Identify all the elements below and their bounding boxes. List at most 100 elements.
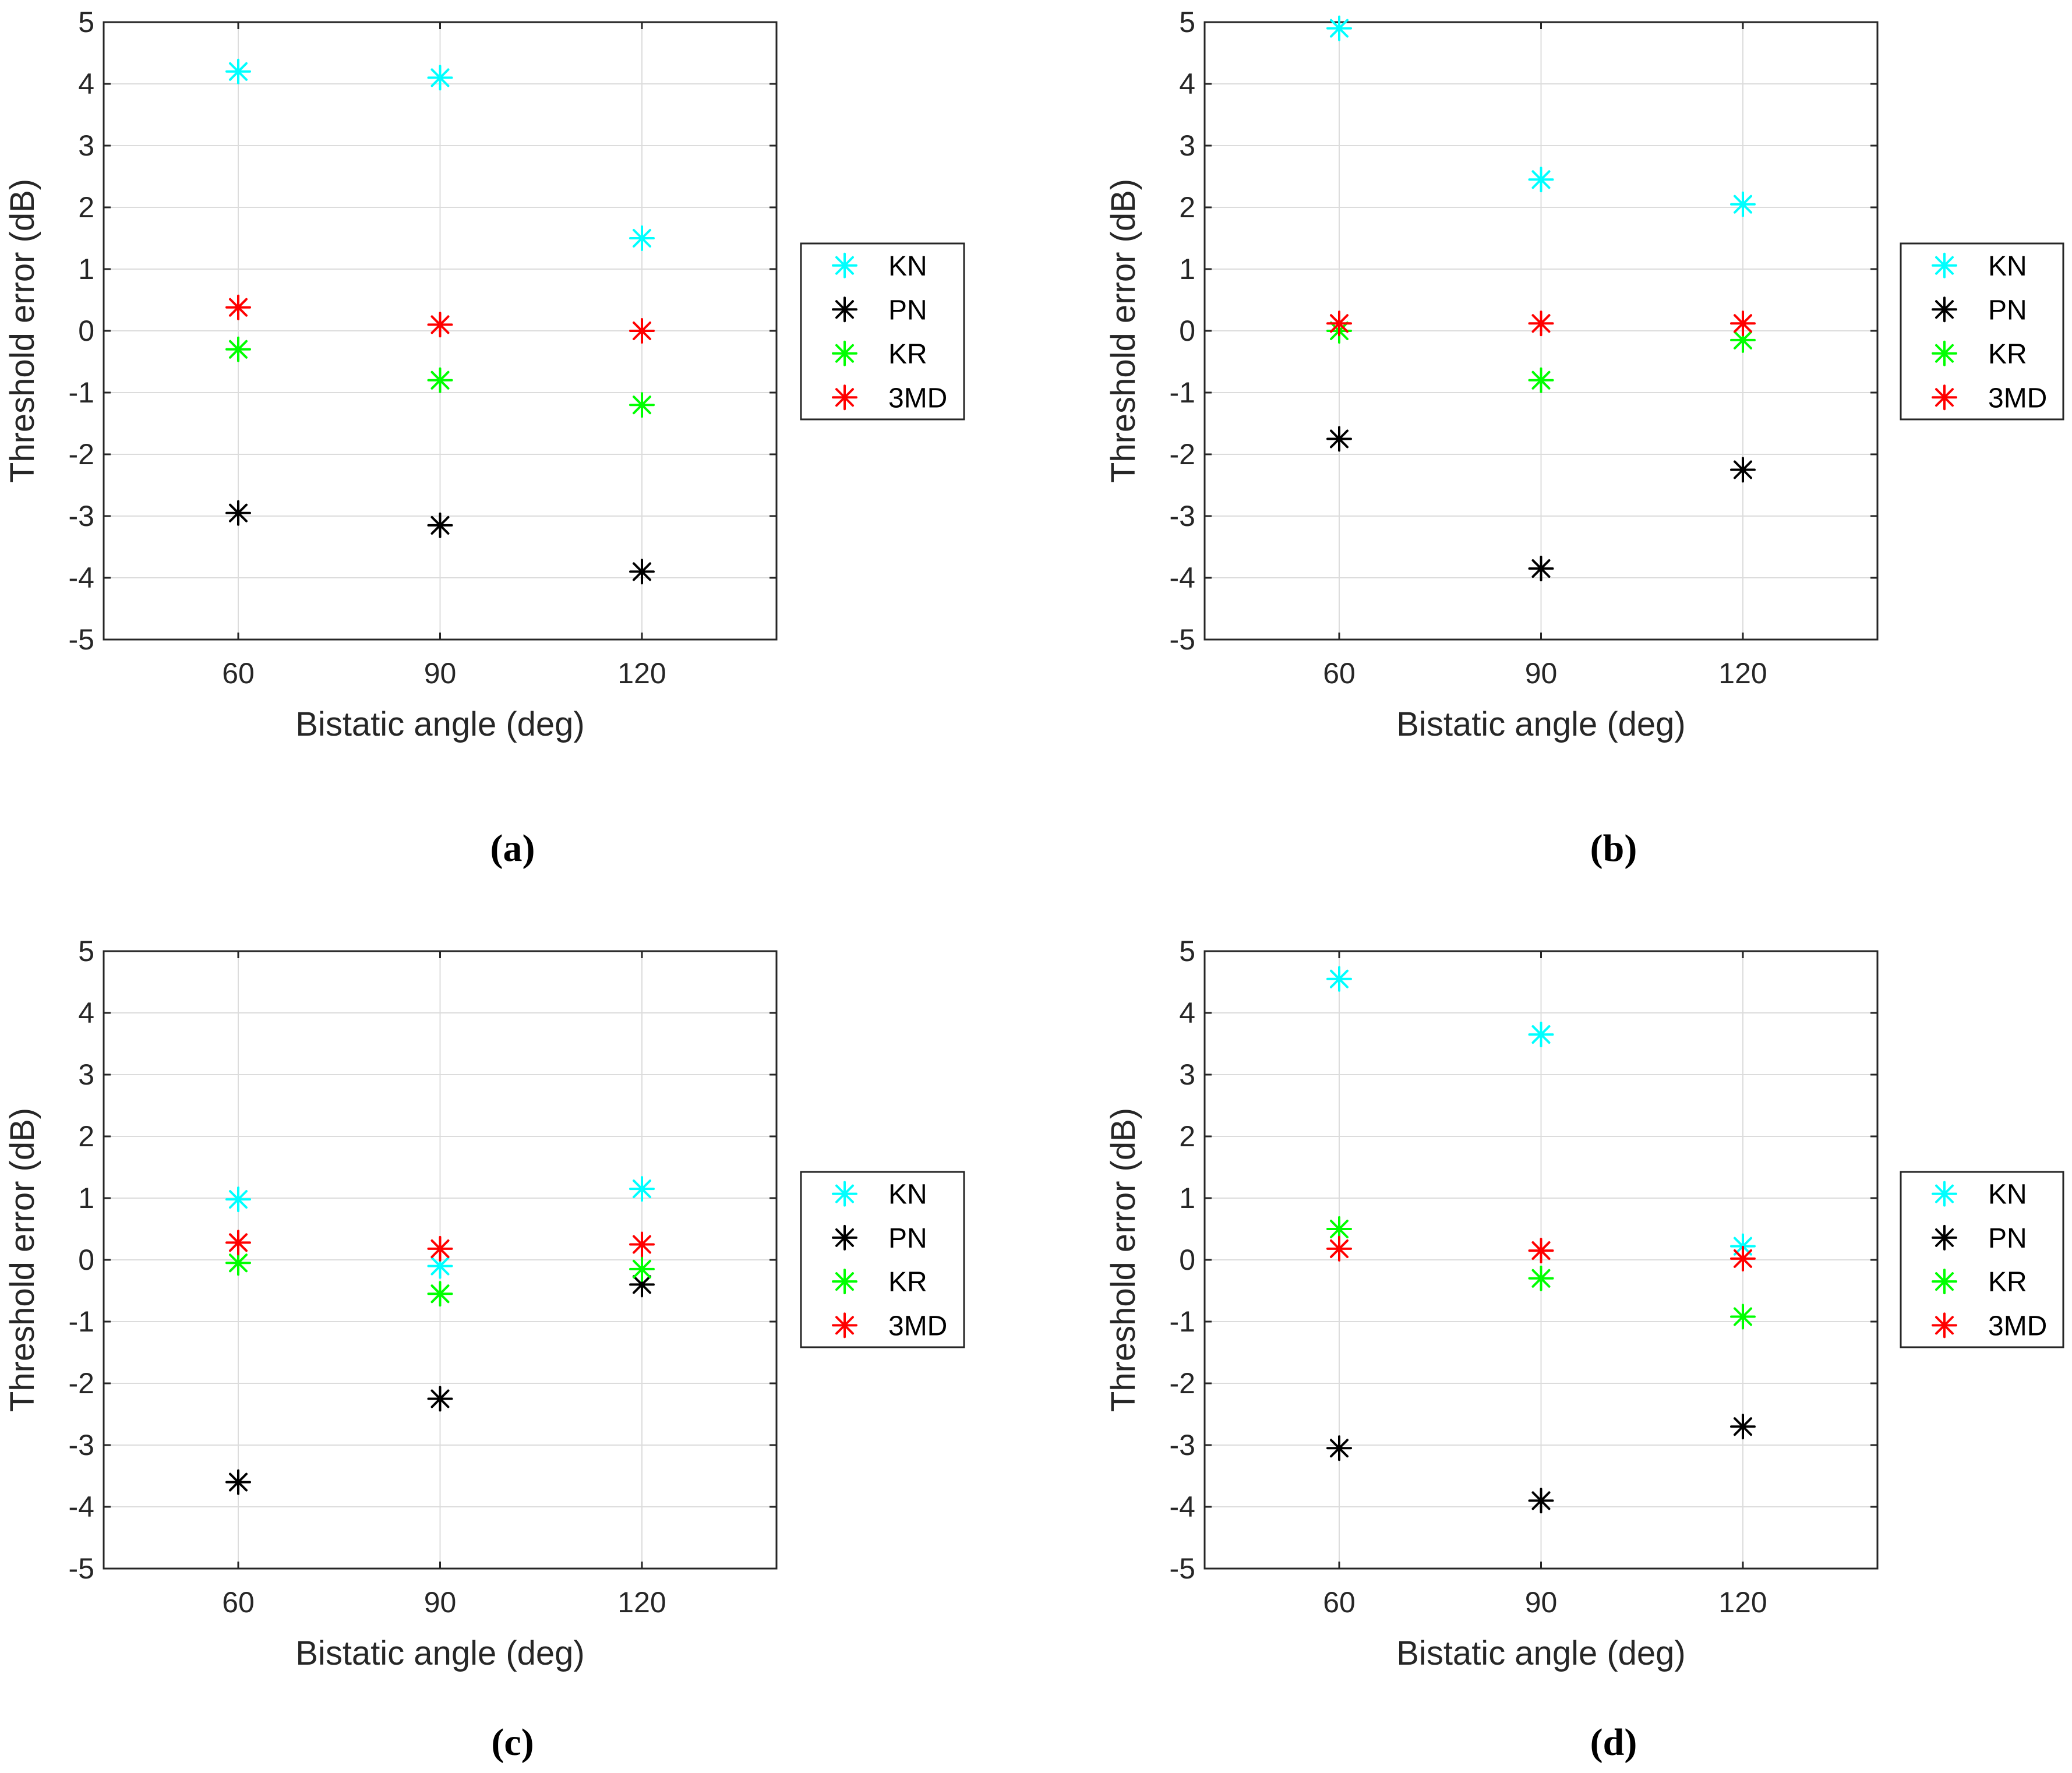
chart-panel-4: 5 4 3 2 1 0 -1 -2 -3 -4 -5 60 90 120 Bistatic angle (d…	[1104, 935, 2064, 1764]
y-tick-label: 1	[78, 1182, 94, 1214]
data-point-kr	[629, 1256, 655, 1282]
legend-label-kr: KR	[1988, 339, 2027, 370]
data-point-kr	[629, 392, 655, 418]
data-point-kn	[1528, 167, 1554, 193]
y-tick-label: 1	[78, 253, 94, 285]
legend-marker-3md	[1932, 384, 1957, 411]
data-point-kr	[225, 336, 251, 362]
legend-label-kr: KR	[888, 339, 927, 370]
x-tick-label: 120	[617, 657, 666, 690]
data-point-3md	[1528, 1238, 1554, 1264]
data-point-kn	[427, 1253, 453, 1279]
y-tick-label: 0	[1179, 1244, 1195, 1276]
legend-marker-kn	[1932, 252, 1957, 278]
y-tick-label: -4	[1170, 561, 1195, 594]
axes-frame	[1203, 950, 1879, 1570]
y-tick-label: -4	[1170, 1491, 1195, 1523]
x-axis-label: Bistatic angle (deg)	[295, 1634, 584, 1672]
y-tick-label: -5	[1170, 623, 1195, 656]
y-tick-label: -1	[1170, 1305, 1195, 1338]
legend: KN PN KR 3MD	[800, 1171, 965, 1348]
legend-marker-kr	[1932, 1269, 1957, 1295]
legend-marker-3md	[1932, 1312, 1957, 1338]
legend-box	[1900, 242, 2064, 421]
y-tick-label: -2	[69, 1367, 94, 1400]
data-point-3md	[629, 318, 655, 344]
y-tick-label: -3	[1170, 1429, 1195, 1461]
data-point-pn	[225, 1469, 251, 1495]
panel-label: (c)	[491, 1721, 534, 1764]
y-tick-label: 1	[1179, 253, 1195, 285]
y-tick-label: 5	[1179, 935, 1195, 967]
y-tick-label: 0	[78, 315, 94, 347]
x-tick-label: 90	[1525, 657, 1558, 690]
y-tick-label: -5	[69, 623, 94, 656]
legend-marker-pn	[832, 296, 857, 323]
data-point-pn	[1528, 556, 1554, 582]
data-point-kn	[1730, 191, 1756, 217]
y-tick-label: 0	[78, 1244, 94, 1276]
y-tick-label: 4	[78, 997, 94, 1029]
legend: KN PN KR 3MD	[1900, 242, 2064, 421]
x-tick-label: 120	[1718, 1586, 1767, 1619]
data-point-kn	[225, 58, 251, 84]
data-point-pn	[427, 512, 453, 538]
y-axis-label: Threshold error (dB)	[1104, 1108, 1142, 1412]
data-point-3md	[427, 312, 453, 338]
y-tick-label: 3	[78, 129, 94, 162]
y-tick-label: 3	[1179, 1058, 1195, 1091]
y-tick-label: 2	[78, 191, 94, 224]
legend: KN PN KR 3MD	[800, 242, 965, 421]
axes-frame	[103, 950, 778, 1570]
axes-frame	[103, 21, 778, 641]
legend-marker-kr	[832, 340, 857, 366]
data-point-kn	[629, 225, 655, 251]
y-tick-label: -3	[69, 500, 94, 532]
legend-box	[1900, 1171, 2064, 1348]
panel-label: (b)	[1590, 827, 1637, 870]
chart-panel-1: 5 4 3 2 1 0 -1 -2 -3 -4 -5 60 90 120 Bistatic angle (d…	[3, 6, 965, 870]
legend: KN PN KR 3MD	[1900, 1171, 2064, 1348]
x-tick-label: 60	[1323, 657, 1356, 690]
data-point-3md	[1326, 1235, 1352, 1262]
data-point-3md	[427, 1235, 453, 1262]
data-point-3md	[1326, 310, 1352, 337]
data-point-3md	[225, 294, 251, 320]
y-tick-label: -4	[69, 1491, 94, 1523]
y-tick-label: -4	[69, 561, 94, 594]
y-tick-label: -2	[1170, 438, 1195, 471]
data-point-kr	[427, 367, 453, 393]
y-tick-label: -1	[1170, 376, 1195, 409]
data-point-kn	[629, 1176, 655, 1202]
x-axis-label: Bistatic angle (deg)	[1396, 705, 1685, 743]
data-point-pn	[427, 1386, 453, 1412]
data-point-pn	[1528, 1488, 1554, 1514]
data-point-pn	[1730, 1414, 1756, 1440]
legend-label-3md: 3MD	[1988, 1311, 2047, 1341]
legend-label-pn: PN	[1988, 1223, 2027, 1254]
legend-label-3md: 3MD	[888, 383, 947, 414]
data-point-pn	[1326, 426, 1352, 452]
y-tick-label: -5	[69, 1552, 94, 1585]
y-tick-label: 4	[1179, 997, 1195, 1029]
chart-panel-3: 5 4 3 2 1 0 -1 -2 -3 -4 -5 60 90 120 Bistatic angle (d…	[3, 935, 965, 1764]
y-tick-label: 2	[1179, 1120, 1195, 1153]
data-point-3md	[1730, 1245, 1756, 1272]
x-tick-label: 60	[222, 657, 255, 690]
y-tick-label: 5	[1179, 6, 1195, 38]
y-axis-label: Threshold error (dB)	[3, 179, 41, 483]
y-tick-label: 3	[1179, 129, 1195, 162]
x-tick-label: 60	[222, 1586, 255, 1619]
y-tick-label: -3	[69, 1429, 94, 1461]
x-tick-label: 120	[617, 1586, 666, 1619]
y-axis-label: Threshold error (dB)	[1104, 179, 1142, 483]
legend-marker-pn	[832, 1224, 857, 1251]
x-tick-label: 90	[424, 657, 457, 690]
legend-marker-kr	[1932, 340, 1957, 366]
y-tick-label: 3	[78, 1058, 94, 1091]
legend-marker-pn	[1932, 296, 1957, 323]
y-axis-label: Threshold error (dB)	[3, 1108, 41, 1412]
data-point-pn	[1326, 1435, 1352, 1461]
legend-label-kn: KN	[1988, 251, 2027, 282]
axes-frame	[1203, 21, 1879, 641]
